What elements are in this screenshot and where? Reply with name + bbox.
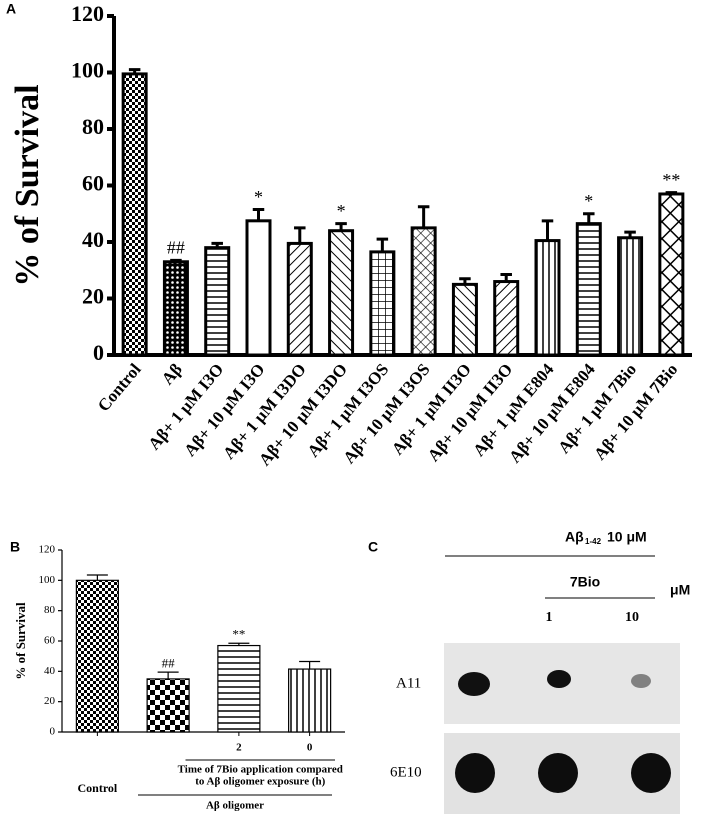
- x-tick-label: 0: [307, 742, 313, 754]
- error-bar: [211, 241, 223, 248]
- significance-mark: ##: [162, 655, 176, 670]
- y-tick-label: 120: [39, 544, 56, 556]
- unit: μM: [670, 582, 690, 598]
- row-label: 6E10: [390, 764, 422, 780]
- error-bar: [294, 226, 306, 244]
- bar: [575, 222, 602, 357]
- dose: 10: [625, 610, 639, 625]
- panel-label: B: [10, 539, 20, 555]
- blot-dot: [458, 672, 490, 696]
- bar: [410, 226, 437, 357]
- subgroup-label: Time of 7Bio application compared: [178, 764, 343, 776]
- blot-dot: [455, 753, 495, 793]
- row-label: A11: [396, 675, 421, 691]
- error-bar: [128, 68, 141, 74]
- y-axis-label: % of Survival: [9, 84, 46, 286]
- dose: 1: [546, 610, 553, 625]
- significance-mark: ##: [167, 238, 185, 258]
- y-tick-label: 120: [71, 1, 104, 26]
- blot-dot: [538, 753, 578, 793]
- bar: [328, 229, 355, 357]
- x-tick-label: Aβ: [158, 360, 186, 389]
- bar: [245, 219, 272, 357]
- y-tick-label: 60: [82, 171, 104, 196]
- significance-mark: **: [662, 170, 680, 190]
- y-tick-label: 40: [44, 665, 56, 677]
- bar: [617, 236, 644, 357]
- x-tick-label: Control: [94, 360, 145, 416]
- y-tick-label: 20: [82, 284, 104, 309]
- y-tick-label: 100: [71, 58, 104, 83]
- y-tick-label: 0: [50, 726, 56, 738]
- blot-dot: [547, 670, 571, 688]
- error-bar: [299, 660, 321, 670]
- error-bar: [583, 212, 595, 224]
- error-bar: [541, 219, 554, 241]
- error-bar: [170, 258, 182, 262]
- panel-label: C: [368, 539, 378, 555]
- y-tick-label: 80: [44, 604, 56, 616]
- y-tick-label: 100: [39, 574, 56, 586]
- error-bar: [665, 191, 678, 195]
- bar: [658, 192, 685, 357]
- error-bar: [252, 208, 265, 221]
- bar: [369, 250, 396, 357]
- bar: [288, 668, 332, 733]
- bar: [121, 72, 148, 357]
- error-bar: [624, 230, 636, 238]
- bar: [451, 282, 478, 357]
- significance-mark: **: [232, 626, 245, 641]
- treatment: 7Bio: [570, 574, 600, 590]
- bar: [75, 579, 119, 733]
- x-tick-label: 2: [236, 742, 242, 754]
- error-bar: [157, 671, 179, 679]
- error-bar: [417, 205, 430, 228]
- bar: [162, 260, 189, 357]
- concentration: 10 μM: [607, 529, 647, 545]
- bar: [146, 678, 190, 733]
- bar: [493, 280, 520, 357]
- bar: [204, 246, 231, 357]
- y-tick-label: 20: [44, 695, 56, 707]
- peptide: Aβ: [565, 529, 584, 545]
- error-bar: [500, 272, 512, 282]
- y-tick-label: 80: [82, 114, 104, 139]
- bar: [217, 644, 261, 733]
- error-bar: [86, 574, 108, 581]
- y-tick-label: 0: [93, 340, 104, 365]
- peptide-sub: 1-42: [585, 537, 602, 546]
- blot-dot: [631, 753, 671, 793]
- y-tick-label: 60: [44, 635, 56, 647]
- significance-mark: *: [337, 201, 346, 221]
- bar: [286, 241, 313, 357]
- error-bar: [335, 222, 347, 231]
- x-tick-label: Control: [77, 781, 117, 795]
- subgroup-label: to Aβ oligomer exposure (h): [195, 776, 325, 788]
- significance-mark: *: [254, 187, 263, 207]
- group-label: Aβ oligomer: [206, 800, 264, 812]
- bar: [534, 239, 561, 357]
- panel-label: A: [6, 1, 16, 17]
- y-axis-label: % of Survival: [13, 602, 28, 680]
- y-tick-label: 40: [82, 227, 104, 252]
- blot-panel: C Aβ 1-42 10 μM 7Bio μM 1 10 A11 6E10: [368, 529, 690, 814]
- error-bar: [459, 277, 471, 285]
- significance-mark: *: [584, 191, 593, 211]
- error-bar: [228, 642, 250, 646]
- blot-dot: [631, 674, 651, 688]
- error-bar: [376, 237, 389, 252]
